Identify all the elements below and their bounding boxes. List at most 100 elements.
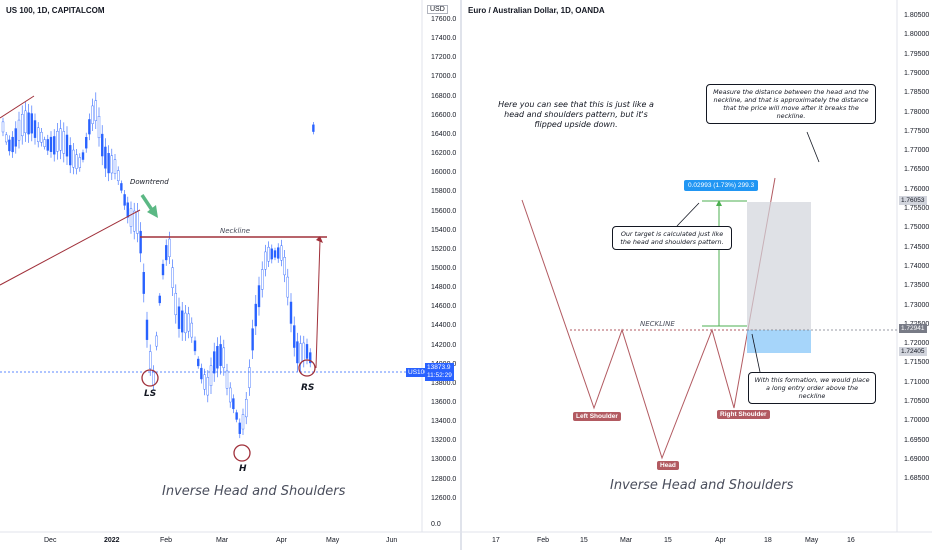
candle-body [270, 248, 273, 260]
trendline-upper [0, 95, 35, 119]
right-y-tick: 1.71000 [904, 378, 930, 386]
pane-divider[interactable] [459, 0, 462, 550]
left-y-tick: 15400.0 [431, 226, 457, 234]
candle-body [187, 313, 190, 332]
candle-body [158, 295, 162, 304]
head-label[interactable]: Head [657, 461, 679, 470]
left-y-tick: 14800.0 [431, 284, 457, 292]
left-y-tick: 17200.0 [431, 54, 457, 62]
right-y-tick: 1.69500 [904, 436, 930, 444]
right-shoulder-label[interactable]: Right Shoulder [717, 410, 770, 419]
ls-label[interactable]: LS [144, 389, 157, 399]
candle-body [78, 157, 82, 168]
candle-body [148, 351, 152, 369]
right-x-tick: 15 [664, 537, 672, 544]
entry-note[interactable]: With this formation, we would place a lo… [748, 372, 876, 404]
candle-body [203, 374, 206, 390]
right-price-tag: 1.72405 [899, 347, 927, 356]
left-y-tick: 17000.0 [431, 73, 457, 81]
candle-body [164, 245, 168, 261]
left-chart-pane[interactable]: US 100, 1D, CAPITALCOM USD Downtrend Nec… [0, 0, 460, 550]
candle-body [100, 133, 104, 157]
right-y-tick: 1.73000 [904, 301, 930, 309]
candle-body [283, 257, 286, 276]
candle-body [132, 210, 136, 232]
right-x-tick: Feb [537, 537, 550, 544]
head-circle [233, 444, 251, 462]
candle-body [81, 152, 85, 160]
intro-note[interactable]: Here you can see that this is just like … [498, 100, 654, 129]
entry-zone [747, 330, 811, 353]
candle-body [107, 153, 110, 174]
right-y-tick: 1.75000 [904, 224, 930, 232]
left-y-tick: 14200.0 [431, 341, 457, 349]
left-shoulder-label[interactable]: Left Shoulder [573, 412, 621, 421]
left-x-tick: Feb [160, 537, 173, 544]
right-x-tick: Apr [715, 537, 726, 544]
candle-body [43, 139, 46, 147]
left-x-tick: May [326, 537, 340, 544]
right-x-tick: 17 [492, 537, 500, 544]
candle-body [4, 134, 8, 143]
right-y-tick: 1.78000 [904, 108, 930, 116]
right-chart-title[interactable]: Euro / Australian Dollar, 1D, OANDA [468, 6, 605, 15]
downtrend-label[interactable]: Downtrend [130, 178, 169, 186]
measure-label[interactable]: 0.02993 (1.73%) 299.3 [684, 180, 759, 191]
candle-body [129, 208, 133, 227]
price-tag[interactable]: 13873.9 11:52:29 [425, 363, 454, 381]
candle-body [104, 146, 107, 169]
candle-body [94, 100, 98, 121]
measure-note[interactable]: Measure the distance between the head an… [706, 84, 876, 124]
candle-body [251, 328, 254, 351]
right-y-tick: 1.76000 [904, 185, 930, 193]
price-value[interactable]: 13873.9 [427, 364, 451, 371]
left-y-tick: 16800.0 [431, 92, 457, 100]
trendline-lower [0, 209, 141, 286]
candle-body [244, 399, 248, 418]
neckline-label[interactable]: Neckline [220, 227, 251, 235]
left-x-tick: Mar [216, 537, 229, 544]
neckline-text[interactable]: NECKLINE [640, 320, 675, 328]
right-chart-pane[interactable]: Euro / Australian Dollar, 1D, OANDA Here… [462, 0, 932, 550]
left-y-tick: 16600.0 [431, 111, 457, 119]
candle-body [174, 293, 178, 316]
currency-label[interactable]: USD [427, 5, 448, 14]
candle-body [145, 319, 149, 340]
candle-body [228, 387, 232, 403]
left-chart-title[interactable]: US 100, 1D, CAPITALCOM [6, 6, 105, 15]
right-chart-canvas[interactable] [462, 0, 932, 550]
candle-body [152, 370, 155, 386]
candle-body [171, 267, 174, 288]
h-label[interactable]: H [239, 464, 247, 474]
right-caption[interactable]: Inverse Head and Shoulders [610, 478, 794, 493]
price-time[interactable]: 11:52:29 [427, 372, 452, 379]
right-y-tick: 1.76500 [904, 166, 930, 174]
candle-body [196, 358, 200, 367]
candle-body [225, 370, 229, 389]
right-x-tick: 16 [847, 537, 855, 544]
candle-body [113, 159, 117, 174]
right-y-tick: 1.77000 [904, 147, 930, 155]
candle-body [212, 351, 216, 374]
right-price-tag: 1.72941 [899, 324, 927, 333]
left-shoulder-circle [141, 369, 159, 387]
left-caption[interactable]: Inverse Head and Shoulders [162, 484, 346, 499]
target-note[interactable]: Our target is calculated just like the h… [612, 226, 732, 250]
candle-body [56, 131, 59, 152]
rs-label[interactable]: RS [301, 383, 315, 393]
left-y-tick: 15200.0 [431, 245, 457, 253]
right-y-tick: 1.78500 [904, 89, 930, 97]
candle-body [293, 325, 296, 348]
candle-body [53, 136, 56, 155]
left-chart-canvas[interactable] [0, 0, 460, 550]
candle-body [88, 119, 91, 135]
candle-body [200, 367, 203, 380]
candle-body [136, 211, 139, 234]
candle-body [302, 342, 305, 361]
symbol-tag[interactable]: US100 [406, 368, 430, 377]
candle-body [267, 246, 270, 262]
candle-body [286, 276, 289, 298]
candle-body [37, 127, 40, 142]
candle-body [120, 183, 123, 191]
candlestick-series [1, 92, 315, 439]
